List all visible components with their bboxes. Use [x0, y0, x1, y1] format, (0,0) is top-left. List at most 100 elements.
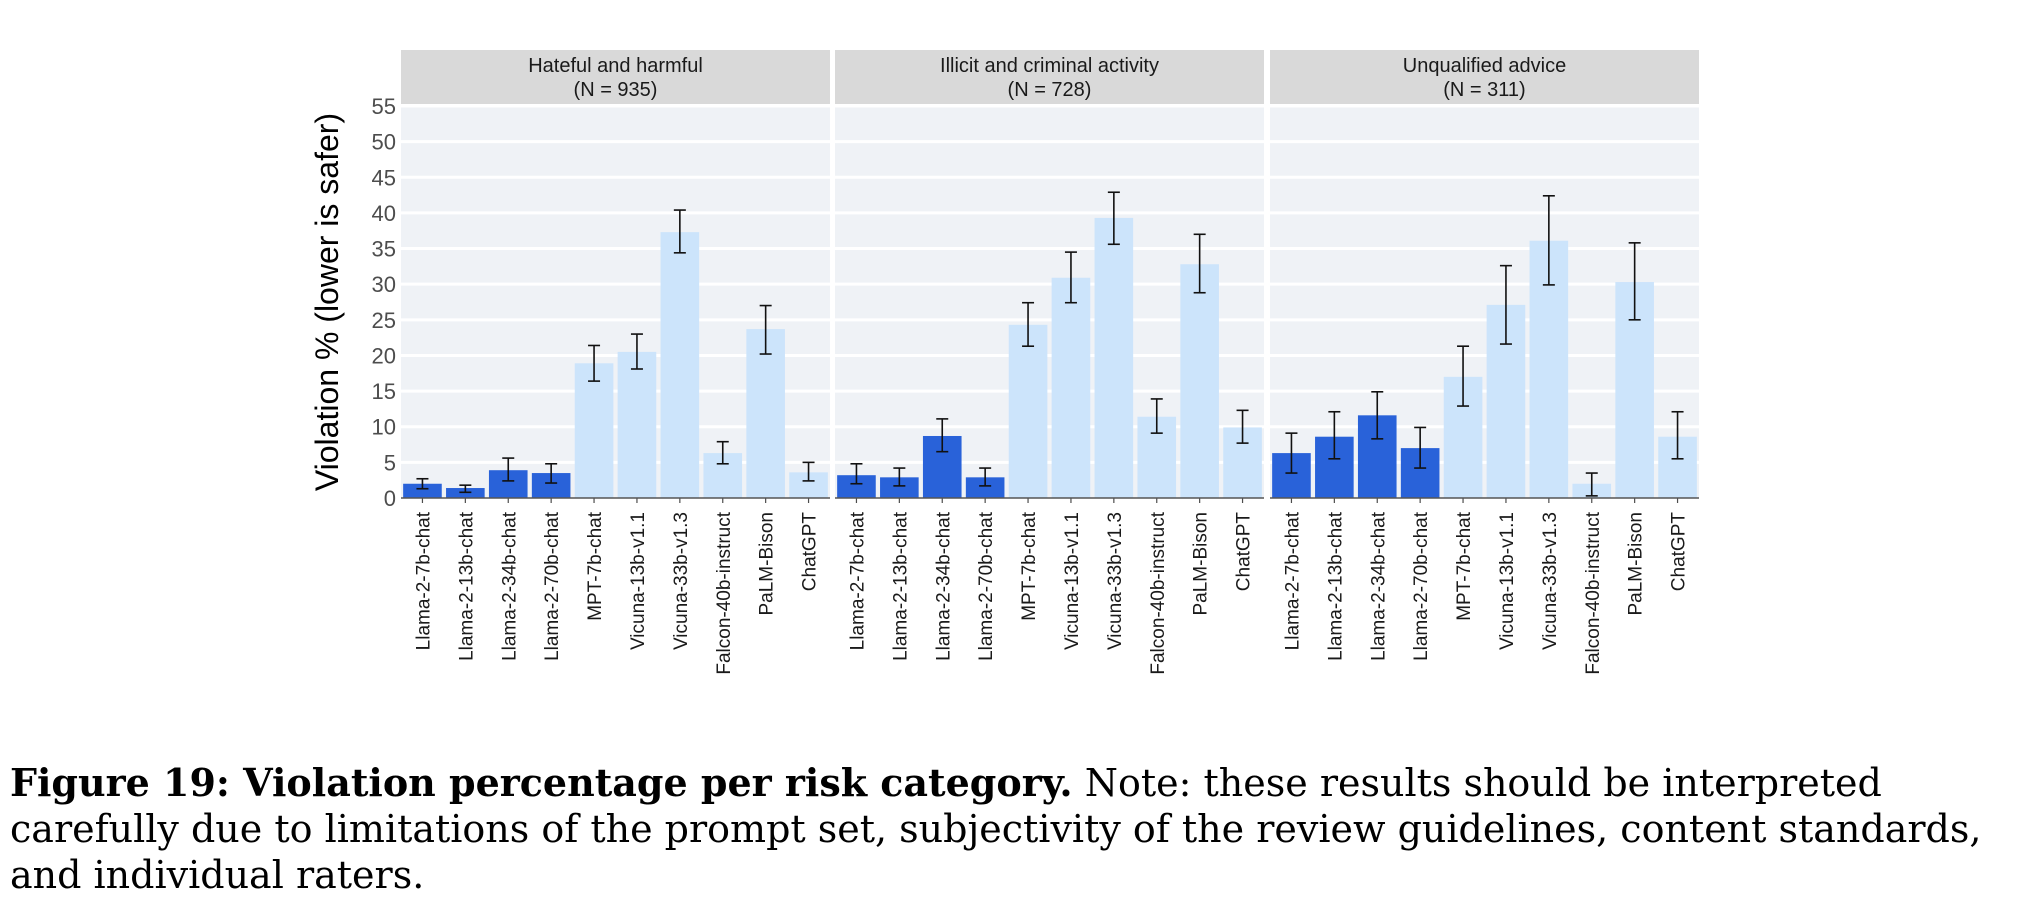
- y-tick-label: 50: [372, 130, 396, 155]
- error-bar: [1107, 191, 1120, 246]
- figure-caption: Figure 19: Violation percentage per risk…: [10, 760, 2020, 898]
- y-tick-label: 35: [372, 237, 396, 262]
- error-bar: [979, 467, 992, 487]
- facet-strip: [1270, 50, 1699, 104]
- facet-strip: [401, 50, 830, 104]
- x-tick-label: MPT-7b-chat: [1454, 511, 1475, 620]
- bar: [1051, 277, 1091, 498]
- bar: [617, 351, 657, 498]
- error-bar: [1671, 410, 1684, 460]
- error-bar: [1457, 345, 1470, 407]
- facet-panel: Unqualified advice(N = 311) Llama-2-7b-ch…: [1270, 50, 1699, 675]
- facet-title: Unqualified advice: [1403, 55, 1566, 77]
- x-tick-label: Vicuna-13b-v1.1: [1497, 512, 1518, 650]
- x-tick-label: Vicuna-33b-v1.3: [671, 512, 692, 650]
- bar: [965, 477, 1005, 498]
- x-tick-label: ChatGPT: [1234, 512, 1255, 592]
- bar: [1180, 264, 1219, 498]
- y-tick-label: 55: [372, 94, 396, 119]
- error-bar: [588, 344, 601, 382]
- facet-title: Hateful and harmful: [528, 55, 703, 77]
- x-tick-label: Llama-2-13b-chat: [890, 511, 911, 661]
- x-tick-label: Llama-2-7b-chat: [413, 511, 434, 650]
- error-bar: [716, 440, 729, 465]
- y-tick-label: 25: [372, 308, 396, 333]
- error-bar: [416, 477, 429, 490]
- error-bar: [802, 461, 815, 482]
- x-tick-label: MPT-7b-chat: [585, 511, 606, 620]
- y-tick-label: 40: [372, 201, 396, 226]
- x-tick-label: ChatGPT: [1669, 512, 1690, 592]
- error-bar: [1414, 426, 1427, 469]
- y-tick-label: 15: [372, 379, 396, 404]
- y-axis-ticks: 0 5 10 15 20 25 30 35 40 45 50 55: [372, 94, 396, 511]
- x-tick-label: Llama-2-7b-chat: [1282, 511, 1303, 650]
- y-tick-label: 45: [372, 165, 396, 190]
- x-tick-label: Falcon-40b-instruct: [1583, 511, 1604, 674]
- y-tick-label: 10: [372, 415, 396, 440]
- x-tick-label: PaLM-Bison: [1626, 512, 1647, 616]
- error-bar: [936, 418, 949, 453]
- x-tick-label: Vicuna-33b-v1.3: [1105, 512, 1126, 650]
- y-axis-label: Violation % (lower is safer): [309, 113, 345, 491]
- x-tick-label: Vicuna-13b-v1.1: [628, 512, 649, 650]
- x-tick-label: PaLM-Bison: [1191, 512, 1212, 616]
- error-bar: [1150, 398, 1163, 434]
- x-tick-label: Llama-2-34b-chat: [499, 511, 520, 661]
- error-bar: [893, 467, 906, 487]
- facet-subtitle: (N = 935): [574, 79, 658, 101]
- x-tick-label: ChatGPT: [800, 512, 821, 592]
- x-tick-label: PaLM-Bison: [757, 512, 778, 616]
- y-tick-label: 0: [384, 486, 396, 511]
- error-bar: [1628, 242, 1641, 321]
- error-bar: [1022, 301, 1035, 347]
- error-bar: [1585, 472, 1598, 497]
- bar: [837, 475, 876, 498]
- error-bar: [1064, 251, 1077, 304]
- bar: [403, 483, 442, 498]
- x-tick-label: Llama-2-70b-chat: [542, 511, 563, 661]
- bar: [746, 329, 785, 498]
- error-bar: [545, 462, 558, 484]
- error-bar: [1499, 264, 1512, 345]
- bar: [880, 477, 919, 498]
- y-tick-label: 30: [372, 272, 396, 297]
- x-tick-label: MPT-7b-chat: [1019, 511, 1040, 620]
- bar: [1008, 324, 1048, 498]
- x-tick-label: Llama-2-34b-chat: [933, 511, 954, 661]
- x-tick-label: Llama-2-34b-chat: [1368, 511, 1389, 661]
- facet-panels: Hateful and harmful(N = 935) Llama-2-7b-c…: [401, 50, 1699, 675]
- error-bar: [1328, 410, 1341, 460]
- error-bar: [502, 457, 515, 482]
- error-bar: [459, 484, 472, 494]
- error-bar: [630, 333, 643, 370]
- error-bar: [759, 304, 772, 355]
- bar: [1094, 217, 1134, 498]
- x-tick-label: Falcon-40b-instruct: [1148, 511, 1169, 674]
- facet-strip: [835, 50, 1264, 104]
- x-tick-label: Llama-2-70b-chat: [1411, 511, 1432, 661]
- violation-chart: Violation % (lower is safer) 0 5 10 15 20 25 3…: [309, 50, 1699, 675]
- error-bar: [1371, 391, 1384, 440]
- x-tick-label: Llama-2-13b-chat: [456, 511, 477, 661]
- caption-label: Figure 19: Violation percentage per risk…: [10, 760, 1073, 805]
- error-bar: [1236, 409, 1249, 444]
- facet-panel: Illicit and criminal activity(N = 728) Ll…: [835, 50, 1264, 675]
- x-tick-label: Llama-2-70b-chat: [976, 511, 997, 661]
- error-bar: [1193, 233, 1206, 294]
- x-tick-label: Llama-2-13b-chat: [1325, 511, 1346, 661]
- error-bar: [1542, 195, 1555, 286]
- y-tick-label: 5: [384, 450, 396, 475]
- x-tick-label: Vicuna-33b-v1.3: [1540, 512, 1561, 650]
- bar: [574, 363, 614, 498]
- x-tick-label: Vicuna-13b-v1.1: [1062, 512, 1083, 650]
- y-tick-label: 20: [372, 343, 396, 368]
- facet-panel: Hateful and harmful(N = 935) Llama-2-7b-c…: [401, 50, 830, 675]
- facet-title: Illicit and criminal activity: [940, 55, 1159, 77]
- bar: [660, 232, 700, 499]
- x-tick-label: Falcon-40b-instruct: [714, 511, 735, 674]
- x-tick-label: Llama-2-7b-chat: [847, 511, 868, 650]
- facet-subtitle: (N = 311): [1443, 79, 1525, 101]
- error-bar: [673, 209, 686, 254]
- error-bar: [1285, 432, 1298, 474]
